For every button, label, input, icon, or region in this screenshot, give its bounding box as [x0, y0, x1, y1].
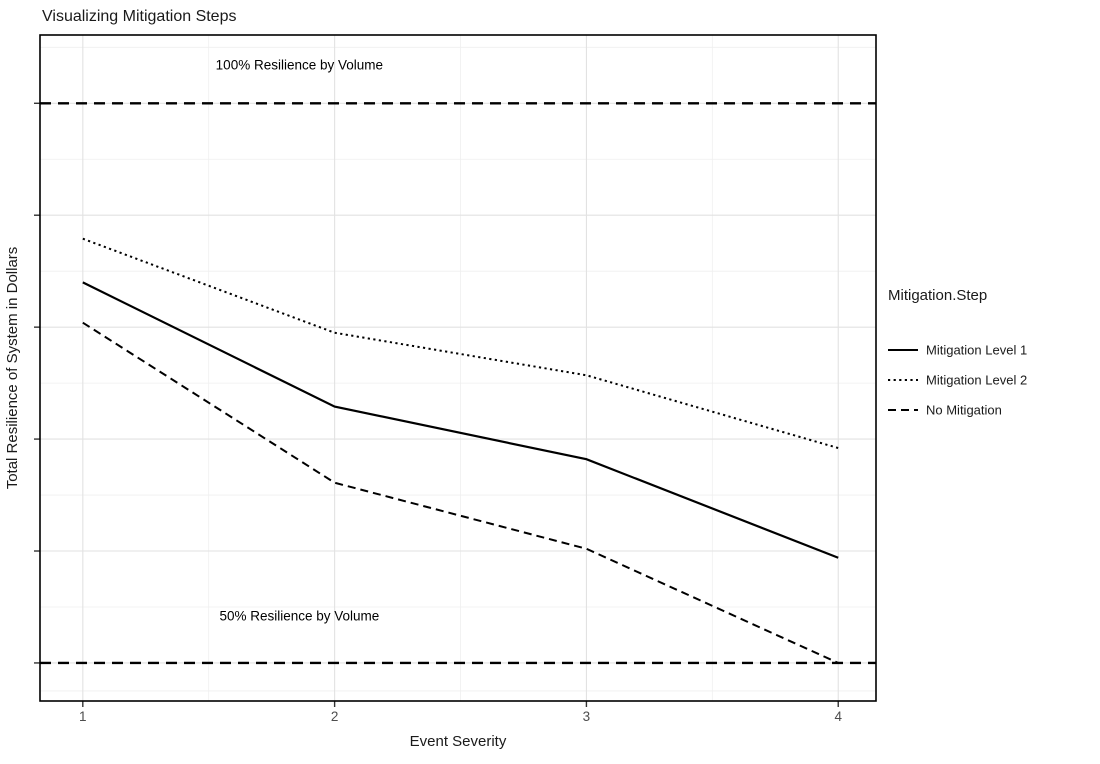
x-tick-label: 4 [834, 709, 842, 724]
annotation-text: 50% Resilience by Volume [219, 608, 379, 623]
chart-title: Visualizing Mitigation Steps [42, 8, 236, 25]
legend-item: Mitigation Level 1 [888, 343, 1027, 358]
x-tick-label: 2 [331, 709, 339, 724]
legend-items: Mitigation Level 1 Mitigation Level 2 No M… [888, 343, 1027, 418]
x-tick-label: 3 [583, 709, 591, 724]
legend: Mitigation.Step Mitigation Level 1Mitiga… [888, 287, 1027, 418]
y-axis-label: Total Resilience of System in Dollars [4, 247, 21, 490]
legend-item-label: Mitigation Level 1 [926, 343, 1027, 358]
legend-title: Mitigation.Step [888, 287, 987, 304]
annotation-text: 100% Resilience by Volume [216, 58, 383, 73]
legend-item: No Mitigation [888, 403, 1002, 418]
panel-border [39, 34, 877, 702]
series-line-mitigation-level-1 [82, 281, 839, 559]
x-axis-label: Event Severity [410, 733, 507, 750]
legend-item-label: No Mitigation [926, 403, 1002, 418]
panel-background [40, 35, 876, 701]
series-line-mitigation-level-2 [82, 237, 839, 449]
legend-item-label: Mitigation Level 2 [926, 373, 1027, 388]
legend-item: Mitigation Level 2 [888, 373, 1027, 388]
series-line-no-mitigation [82, 321, 839, 664]
x-tick-label: 1 [79, 709, 87, 724]
plot-panel: 100% Resilience by Volume 50% Resilience … [34, 34, 877, 724]
